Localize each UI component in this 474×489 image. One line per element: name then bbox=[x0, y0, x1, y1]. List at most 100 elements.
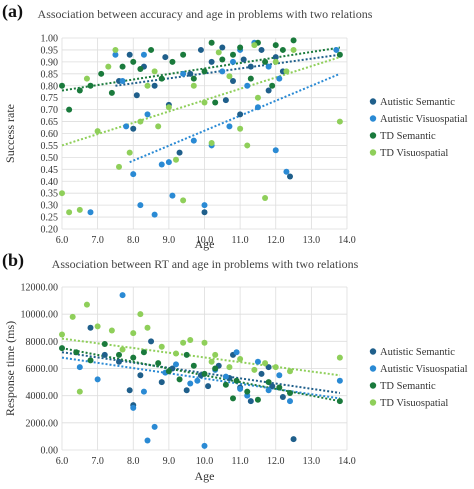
data-point-series-0 bbox=[265, 87, 272, 94]
data-point-series-3 bbox=[237, 355, 244, 362]
data-point-series-1 bbox=[137, 202, 144, 209]
data-point-series-1 bbox=[94, 376, 101, 383]
x-tick-label: 11.0 bbox=[232, 456, 249, 467]
y-tick-label: 6000.00 bbox=[26, 364, 59, 375]
y-tick-label: 0.75 bbox=[41, 93, 59, 104]
panel-letter: (a) bbox=[2, 1, 23, 22]
data-point-series-0 bbox=[158, 379, 165, 386]
data-point-series-2 bbox=[290, 37, 297, 44]
data-point-series-3 bbox=[272, 364, 279, 371]
legend-label: Autistic Semantic bbox=[380, 97, 455, 108]
legend-marker bbox=[369, 115, 377, 122]
data-point-series-0 bbox=[230, 77, 236, 84]
y-tick-label: 0.00 bbox=[41, 446, 59, 457]
data-point-series-1 bbox=[119, 77, 126, 84]
data-point-series-3 bbox=[173, 350, 179, 357]
trendline-series-0 bbox=[115, 53, 341, 87]
data-point-series-3 bbox=[76, 206, 83, 213]
legend-marker bbox=[369, 149, 377, 156]
data-point-series-0 bbox=[219, 44, 226, 51]
data-point-series-1 bbox=[144, 111, 151, 118]
chart-title: Association between accuracy and age in … bbox=[38, 7, 373, 21]
data-point-series-0 bbox=[176, 149, 183, 156]
data-point-series-3 bbox=[215, 49, 222, 56]
data-point-series-2 bbox=[66, 106, 73, 113]
data-point-series-2 bbox=[287, 389, 293, 396]
data-point-series-0 bbox=[258, 46, 265, 53]
x-tick-label: 12.0 bbox=[267, 235, 285, 246]
data-point-series-1 bbox=[76, 364, 83, 371]
data-point-series-3 bbox=[201, 99, 208, 106]
data-point-series-1 bbox=[123, 123, 130, 130]
data-point-series-3 bbox=[251, 366, 258, 373]
data-point-series-3 bbox=[244, 142, 251, 149]
data-point-series-1 bbox=[254, 104, 261, 111]
data-point-series-3 bbox=[290, 46, 297, 53]
data-point-series-0 bbox=[137, 372, 144, 379]
data-point-series-1 bbox=[222, 373, 229, 380]
y-tick-label: 0.80 bbox=[41, 81, 59, 92]
x-tick-label: 10.0 bbox=[196, 235, 214, 246]
y-tick-label: 4000.00 bbox=[26, 391, 59, 402]
data-point-series-1 bbox=[140, 51, 147, 58]
data-point-series-0 bbox=[151, 82, 158, 89]
y-tick-label: 0.30 bbox=[41, 201, 59, 212]
data-point-series-2 bbox=[212, 365, 219, 372]
data-point-series-1 bbox=[244, 82, 251, 89]
data-point-series-1 bbox=[219, 68, 226, 75]
data-point-series-1 bbox=[87, 209, 94, 216]
data-point-series-2 bbox=[279, 46, 286, 53]
data-point-series-2 bbox=[230, 51, 236, 58]
y-tick-label: 0.55 bbox=[41, 141, 59, 152]
data-point-series-3 bbox=[262, 194, 269, 201]
x-tick-label: 8.0 bbox=[127, 456, 140, 467]
data-point-series-2 bbox=[262, 58, 269, 65]
data-point-series-3 bbox=[212, 351, 219, 358]
legend-marker bbox=[369, 132, 377, 139]
data-point-series-3 bbox=[158, 343, 165, 350]
data-point-series-2 bbox=[219, 56, 226, 63]
legend-marker bbox=[369, 98, 377, 105]
data-point-series-0 bbox=[272, 54, 279, 61]
data-point-series-3 bbox=[151, 68, 158, 75]
data-point-series-2 bbox=[130, 354, 137, 361]
x-tick-label: 6.0 bbox=[56, 456, 69, 467]
data-point-series-3 bbox=[190, 82, 197, 89]
data-point-series-3 bbox=[108, 327, 115, 334]
data-point-series-1 bbox=[265, 63, 272, 70]
data-point-series-2 bbox=[155, 360, 162, 367]
data-point-series-1 bbox=[201, 202, 208, 209]
data-point-series-2 bbox=[180, 51, 187, 58]
data-point-series-3 bbox=[336, 354, 343, 361]
legend-label: TD Semantic bbox=[380, 381, 436, 392]
data-point-series-3 bbox=[59, 190, 65, 197]
legend-label: TD Semantic bbox=[380, 131, 436, 142]
legend-label: TD Visuospatial bbox=[380, 398, 448, 409]
data-point-series-1 bbox=[254, 358, 261, 365]
data-point-series-3 bbox=[201, 339, 208, 346]
data-point-series-1 bbox=[283, 168, 290, 175]
data-point-series-3 bbox=[126, 149, 133, 156]
x-tick-label: 9.0 bbox=[163, 235, 176, 246]
data-point-series-2 bbox=[169, 58, 176, 65]
y-axis-label: Response time (ms) bbox=[3, 321, 17, 416]
data-point-series-3 bbox=[66, 209, 73, 216]
data-point-series-1 bbox=[151, 211, 158, 218]
data-point-series-3 bbox=[226, 73, 233, 80]
data-point-series-1 bbox=[165, 159, 172, 166]
trendline-series-3 bbox=[61, 56, 341, 147]
data-point-series-0 bbox=[197, 46, 204, 53]
chart-title: Association between RT and age in proble… bbox=[52, 257, 359, 271]
x-tick-label: 14.0 bbox=[338, 456, 356, 467]
data-point-series-0 bbox=[162, 54, 169, 61]
panel-letter: (b) bbox=[2, 250, 24, 271]
data-point-series-3 bbox=[137, 118, 144, 125]
data-point-series-0 bbox=[205, 383, 212, 390]
trendline-series-2 bbox=[61, 46, 341, 92]
data-point-series-2 bbox=[176, 376, 183, 383]
data-point-series-1 bbox=[336, 377, 343, 384]
data-point-series-3 bbox=[83, 301, 90, 308]
data-point-series-3 bbox=[187, 336, 194, 343]
